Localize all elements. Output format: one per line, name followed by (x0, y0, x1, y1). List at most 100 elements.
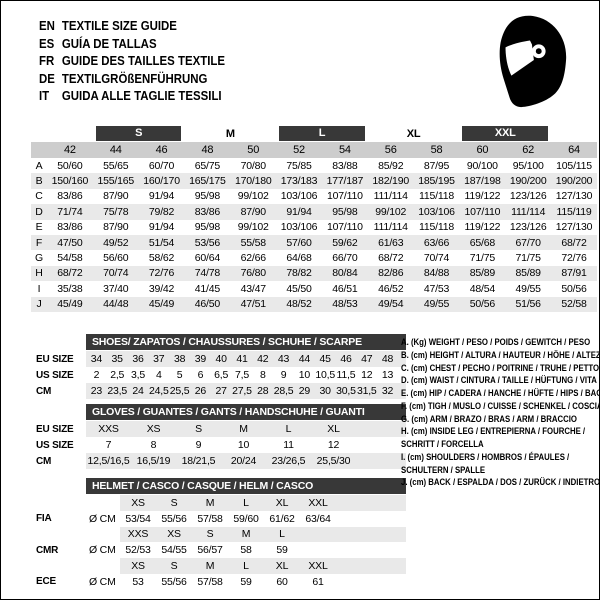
value-cell: 47 (356, 351, 378, 367)
row-letter: F (31, 234, 47, 251)
value-cell: 39 (189, 351, 211, 367)
value-cell: 8 (259, 369, 266, 381)
measure-cell: 107/110 (326, 221, 363, 234)
value-cell: 26 (189, 383, 211, 399)
measure-cell: 60/64 (194, 252, 221, 265)
value-cell: 13 (381, 369, 394, 381)
measure-cell: 111/114 (373, 221, 408, 234)
value-cell: 57/58 (197, 575, 223, 588)
value-cell: 10,5 (315, 369, 335, 381)
value-cell: 56/57 (197, 544, 223, 557)
measure-cell: 91/94 (148, 190, 175, 203)
measure-cell: 105/115 (556, 159, 592, 172)
measure-cell: 187/198 (459, 173, 506, 189)
value-cell: 61/62 (269, 512, 295, 525)
size-group-row: S M L XL XXL (31, 125, 597, 142)
legend-line: H. (cm) INSIDE LEG / ENTREPIERNA / FOURC… (401, 426, 586, 438)
legend-line: C. (cm) CHEST / PECHO / POITRINE / TRUHE… (401, 362, 600, 374)
value-cell: 59 (276, 544, 288, 557)
size-cell: L (264, 526, 300, 543)
value-cell: 28 (252, 383, 274, 399)
value-cell: 2,5 (110, 369, 125, 381)
helmet-size-row-cmr: XXS XS S M L (31, 526, 406, 543)
row-letter: J (31, 296, 47, 312)
legend-line: B. (cm) HEIGHT / ALTURA / HAUTEUR / HÖHE… (401, 349, 600, 361)
measure-cell: 49/54 (367, 296, 414, 312)
value-cell: 60 (276, 575, 288, 588)
measure-cell: 91/94 (276, 204, 322, 220)
measure-cell: 80/84 (321, 265, 368, 282)
value-cell: 10 (298, 369, 310, 381)
value-cell: 10 (237, 439, 250, 451)
value-cell: 23 (86, 383, 107, 399)
measure-cell: 51/56 (505, 296, 552, 312)
measure-cell: 37/40 (103, 282, 129, 295)
size-group-xxl: XXL (459, 125, 551, 142)
value-cell: 20/24 (221, 453, 266, 469)
row-letter: B (31, 173, 47, 189)
spacer (47, 125, 93, 142)
helmet-value-row-fia: FIA Ø CM 53/54 55/56 57/58 59/60 61/62 63/64 (31, 510, 406, 527)
measure-cell: 46/51 (332, 282, 358, 295)
measure-cell: 48/53 (321, 296, 368, 312)
language-title: GUÍA DE TALLAS (61, 35, 157, 51)
language-title: GUIDE DES TAILLES TEXTILE (61, 53, 226, 68)
value-cell: 31,5 (356, 383, 378, 399)
value-cell: S (176, 421, 221, 437)
measure-cell: 64/68 (286, 252, 312, 265)
filler (397, 351, 406, 367)
value-cell: 54/55 (161, 544, 187, 557)
measure-cell: 115/118 (419, 190, 455, 203)
value-cell: 7,5 (234, 369, 249, 381)
measure-cell: 46/52 (378, 282, 404, 295)
filler (336, 558, 406, 574)
value-cell: 53 (132, 575, 144, 588)
measure-cell: 190/200 (551, 173, 597, 189)
standard-label: CMR (31, 542, 86, 559)
legend-line: G. (cm) ARM / BRAZO / BRAS / ARM / BRACC… (401, 413, 578, 425)
value-cell (300, 542, 336, 558)
measure-cell: 48/54 (469, 282, 495, 295)
value-cell: 52/53 (125, 544, 151, 557)
value-cell: 28,5 (273, 383, 294, 399)
value-cell: 30,5 (335, 383, 357, 399)
value-cell: 59/60 (233, 512, 259, 525)
measure-row-c: C 83/86 87/90 91/94 95/98 99/102 103/106 107/11… (31, 189, 597, 204)
value-cell: 24 (127, 383, 149, 399)
helmet-value-row-ece: ECE Ø CM 53 55/56 57/58 59 60 61 (31, 573, 406, 590)
size-col-64: 64 (551, 142, 597, 158)
spacer (31, 142, 47, 158)
measure-cell: 47/51 (230, 296, 277, 312)
value-cell: 2 (93, 369, 100, 381)
measure-cell: 115/119 (551, 204, 597, 220)
value-cell: 58 (240, 544, 252, 557)
value-cell: 55/56 (161, 575, 187, 588)
language-code: ES (39, 35, 55, 51)
measure-cell: 85/89 (459, 265, 506, 282)
measure-cell: 72/76 (561, 252, 587, 265)
shoes-table: EU SIZE 34 35 36 37 38 39 40 41 42 43 44 45 46 47 48 US … (31, 351, 406, 399)
measure-row-a: A 50/60 55/65 60/70 65/75 70/80 75/85 83/88 85/9… (31, 158, 597, 173)
value-cell: 34 (86, 351, 107, 367)
row-letter: I (37, 282, 41, 295)
measure-cell: 103/106 (280, 190, 318, 203)
size-cell: M (192, 558, 228, 574)
measure-cell: 87/90 (230, 204, 277, 220)
filler (336, 511, 406, 527)
value-cell: XL (311, 421, 356, 437)
measure-cell: 41/45 (194, 282, 221, 295)
helmet-size-row-ece: XS S M L XL XXL (31, 558, 406, 574)
shoes-row-eu-size: EU SIZE 34 35 36 37 38 39 40 41 42 43 44 45 46 47 48 (31, 351, 406, 367)
size-col-54: 54 (321, 142, 368, 158)
measure-cell: 48/52 (276, 296, 322, 312)
measure-cell: 173/183 (276, 173, 322, 189)
language-row: FR GUIDE DES TAILLES TEXTILE (39, 52, 225, 70)
measure-cell: 87/91 (551, 265, 597, 282)
measure-row-d: D 71/74 75/78 79/82 83/86 87/90 91/94 95/98 99/1… (31, 204, 597, 220)
value-cell: 18/21,5 (176, 453, 221, 469)
value-cell: 25,5 (169, 383, 190, 399)
filler (356, 437, 406, 453)
measure-cell: 70/74 (92, 265, 139, 282)
value-cell: 5 (176, 369, 183, 381)
unit-cell (86, 526, 120, 543)
